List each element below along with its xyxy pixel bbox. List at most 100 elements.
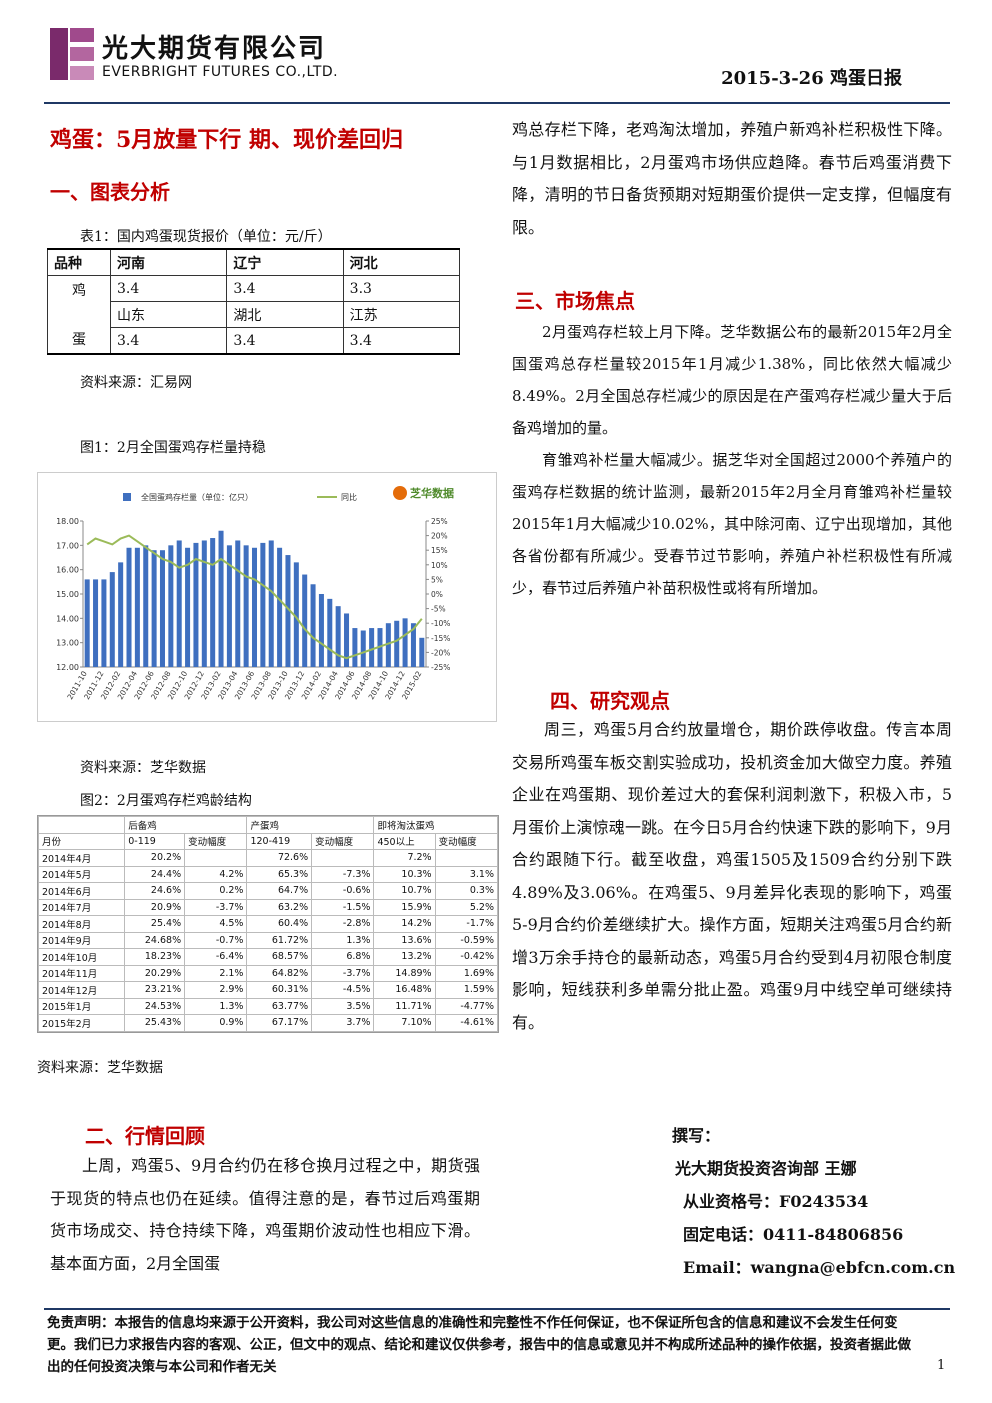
cell: 24.53%	[124, 997, 186, 1015]
cell: -3.7%	[311, 964, 375, 982]
bar	[310, 584, 316, 667]
bar	[268, 540, 274, 667]
source: 资料来源：芝华数据	[80, 760, 206, 776]
row: 2014年9月 24.68% -0.7% 61.72% 1.3% 13.6% -0.59%	[37, 931, 499, 949]
cell: -0.6%	[311, 882, 375, 900]
row: 2015年1月 24.53% 1.3% 63.77% 3.5% 11.71% -4.77%	[37, 997, 499, 1015]
cell: 20.29%	[124, 964, 186, 982]
cell: 月份	[37, 832, 126, 850]
cell: 7.10%	[373, 1014, 436, 1032]
cell: 产蛋鸡	[246, 816, 375, 834]
cell: -4.77%	[434, 997, 499, 1015]
bar	[84, 579, 90, 667]
cell	[434, 849, 499, 867]
cell: 变动幅度	[434, 832, 499, 850]
row: 2014年10月 18.23% -6.4% 68.57% 6.8% 13.2% -0.42%	[37, 948, 499, 966]
cell: 3.7%	[311, 1014, 375, 1032]
author-label: 撰写：	[672, 1126, 721, 1145]
page-number: 1	[937, 1358, 946, 1373]
cell: 2.1%	[184, 964, 248, 982]
bar	[344, 613, 350, 667]
cell: 2014年11月	[37, 964, 126, 982]
section-heading: 四、研究观点	[550, 689, 670, 713]
paragraph: 上周，鸡蛋5、9月合约仍在移仓换月过程之中，期货强于现货的特点也仍在延续。值得注…	[50, 1156, 480, 1273]
variety-cell: 鸡蛋	[47, 275, 111, 355]
bar	[243, 545, 249, 667]
cell: 65.3%	[246, 865, 313, 883]
legend-label: 同比	[341, 492, 357, 502]
paragraph: 2月蛋鸡存栏较上月下降。芝华数据公布的最新2015年2月全国蛋鸡总存栏量较201…	[512, 323, 952, 437]
bar	[260, 542, 266, 667]
cell: 2015年2月	[37, 1014, 126, 1032]
cell: 鸡	[72, 283, 86, 299]
figure-caption: 图2：2月蛋鸡存栏鸡龄结构	[80, 793, 252, 809]
cell: 3.1%	[434, 865, 499, 883]
cell: -7.3%	[311, 865, 375, 883]
paragraph: 周三，鸡蛋5月合约放量增仓，期价跌停收盘。传言本周交易所鸡蛋车板交割实验成功，投…	[512, 720, 952, 1032]
cell: 11.71%	[373, 997, 436, 1015]
cell: 60.4%	[246, 915, 313, 933]
cell: 2015年1月	[37, 997, 126, 1015]
legend-label: 全国蛋鸡存栏量（单位：亿只）	[141, 492, 253, 502]
cell: 120-419	[246, 832, 313, 850]
bar	[118, 562, 124, 667]
cell: 变动幅度	[184, 832, 248, 850]
y2-tick-label: -15%	[431, 634, 450, 643]
cell: 3.4	[109, 275, 228, 302]
bar	[185, 547, 191, 667]
cell: 4.2%	[184, 865, 248, 883]
logo-mark	[393, 486, 407, 500]
cell: 15.9%	[373, 898, 436, 916]
bar	[235, 540, 241, 667]
header-rule	[44, 102, 950, 104]
author-dept: 光大期货投资咨询部 王娜	[675, 1159, 857, 1178]
cell: 16.48%	[373, 981, 436, 999]
bar	[126, 547, 132, 667]
cell: 0.3%	[434, 882, 499, 900]
cell: -4.5%	[311, 981, 375, 999]
age-table: 后备鸡 产蛋鸡 即将淘汰蛋鸡 月份 0-119 变动幅度 120-419 变动幅度 450以上变…	[37, 816, 499, 1032]
cell: 河南	[109, 248, 228, 276]
cell: 江苏	[342, 301, 461, 328]
figure-caption: 图1：2月全国蛋鸡存栏量持稳	[80, 440, 266, 456]
source: 资料来源：芝华数据	[37, 1060, 163, 1076]
bar	[101, 579, 107, 667]
cell: 0-119	[124, 832, 186, 850]
y-tick-label: 13.00	[56, 639, 79, 648]
bar	[419, 637, 425, 667]
cell: 品种	[47, 248, 111, 276]
bar	[293, 562, 299, 667]
bar	[201, 540, 207, 667]
cell: 7.2%	[373, 849, 436, 867]
bar	[327, 598, 333, 667]
cell: 1.3%	[311, 931, 375, 949]
cell	[37, 816, 126, 834]
cell: -0.59%	[434, 931, 499, 949]
cell: 18.23%	[124, 948, 186, 966]
cell: -4.61%	[434, 1014, 499, 1032]
row: 2015年2月 25.43% 0.9% 67.17% 3.7% 7.10% -4.61%	[37, 1014, 499, 1032]
y2-tick-label: -10%	[431, 619, 450, 628]
author-phone: 固定电话：0411-84806856	[683, 1225, 904, 1244]
cell: 河北	[342, 248, 461, 276]
cell: 3.5%	[311, 997, 375, 1015]
paragraph: 育雏鸡补栏量大幅减少。据芝华对全国超过2000个养殖户的蛋鸡存栏数据的统计监测，…	[512, 451, 952, 597]
bar	[277, 547, 283, 667]
cell: 2014年10月	[37, 948, 126, 966]
cell: 变动幅度	[311, 832, 375, 850]
bar	[168, 545, 174, 667]
row: 2014年5月 24.4% 4.2% 65.3% -7.3% 10.3% 3.1%	[37, 865, 499, 883]
company-en: EVERBRIGHT FUTURES CO.,LTD.	[102, 64, 339, 80]
row: 2014年7月 20.9% -3.7% 63.2% -1.5% 15.9% 5.2%	[37, 898, 499, 916]
y2-tick-label: 25%	[431, 517, 448, 526]
cell: 蛋	[72, 332, 86, 348]
cell	[311, 849, 375, 867]
cell: 3.3	[342, 275, 461, 302]
y2-tick-label: -20%	[431, 648, 450, 657]
cell: 山东	[109, 301, 228, 328]
cell: 63.77%	[246, 997, 313, 1015]
bar	[394, 620, 400, 667]
cell: 3.4	[342, 327, 461, 355]
y-tick-label: 18.00	[56, 517, 79, 526]
